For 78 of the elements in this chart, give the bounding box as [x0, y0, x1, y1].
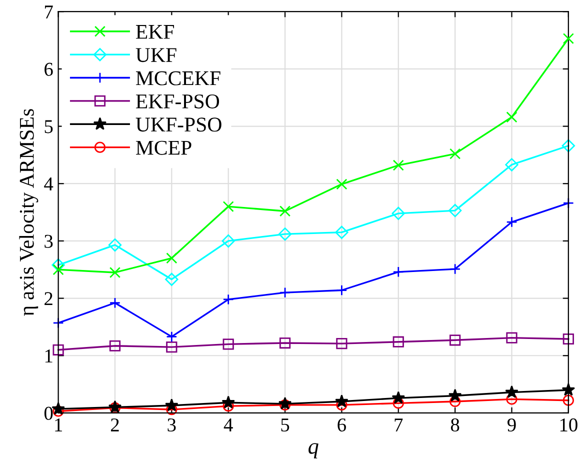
point	[109, 266, 121, 278]
x-tick-label: 9	[508, 418, 516, 432]
point	[165, 272, 178, 286]
legend-label: EKF-PSO	[136, 94, 220, 108]
point	[450, 148, 461, 160]
point	[336, 284, 348, 296]
point	[222, 294, 234, 305]
point	[562, 333, 574, 345]
y-tick-label: 7	[45, 6, 53, 18]
x-tick-label: 4	[224, 418, 233, 432]
point	[166, 341, 178, 353]
point	[278, 227, 292, 241]
legend-label: UKF-PSO	[136, 118, 222, 132]
point	[279, 286, 291, 298]
point	[165, 398, 178, 412]
x-tick-label: 3	[168, 418, 176, 432]
x-tick-label: 7	[394, 418, 403, 432]
point	[279, 337, 291, 349]
point	[335, 394, 348, 408]
point	[52, 344, 64, 356]
point	[52, 258, 65, 272]
y-tick-label: 5	[44, 120, 53, 134]
point	[279, 206, 291, 217]
legend-label: MCCEKF	[136, 71, 220, 86]
point	[278, 396, 292, 410]
point	[279, 399, 291, 410]
point	[392, 391, 406, 404]
point	[450, 263, 461, 275]
point	[392, 398, 404, 409]
y-tick-label: 6	[44, 62, 53, 76]
legend-label: EKF	[136, 25, 174, 39]
point	[506, 216, 518, 228]
point	[392, 266, 404, 278]
point	[562, 139, 576, 152]
y-tick-label: 3	[44, 234, 53, 248]
point	[506, 394, 518, 405]
x-tick-label: 10	[560, 418, 578, 432]
x-tick-label: 6	[338, 418, 346, 432]
point	[222, 200, 234, 212]
y-tick-label: 1	[45, 350, 52, 362]
point	[222, 338, 234, 350]
point	[335, 226, 348, 239]
point	[52, 264, 64, 276]
point	[562, 394, 574, 406]
point	[506, 332, 518, 344]
point	[505, 385, 518, 398]
x-axis-title: q	[308, 443, 318, 458]
point	[505, 158, 518, 172]
legend-label: MCEP	[136, 140, 192, 155]
point	[109, 340, 121, 352]
y-tick-label: 2	[44, 292, 52, 306]
point	[562, 32, 574, 44]
point	[52, 406, 64, 417]
y-tick-label: 4	[44, 178, 54, 190]
point	[392, 206, 405, 220]
point	[166, 252, 178, 264]
point	[448, 204, 462, 218]
point	[450, 334, 461, 346]
point	[336, 178, 348, 190]
point	[392, 336, 404, 348]
y-tick-label: 0	[44, 406, 53, 420]
x-tick-label: 5	[281, 418, 290, 432]
point	[448, 388, 462, 402]
point	[109, 297, 121, 308]
point	[450, 396, 461, 408]
point	[222, 396, 235, 408]
point	[506, 112, 518, 123]
legend-label: UKF	[136, 48, 176, 62]
x-tick-label: 1	[55, 418, 62, 432]
point	[562, 198, 574, 209]
point	[392, 160, 404, 171]
point	[166, 331, 178, 342]
x-tick-label: 8	[450, 418, 460, 432]
x-tick-label: 2	[110, 418, 119, 432]
point	[336, 338, 348, 350]
y-axis-title: η axis Velocity ARMSEs	[19, 109, 38, 316]
point	[108, 238, 122, 252]
point	[222, 234, 235, 248]
